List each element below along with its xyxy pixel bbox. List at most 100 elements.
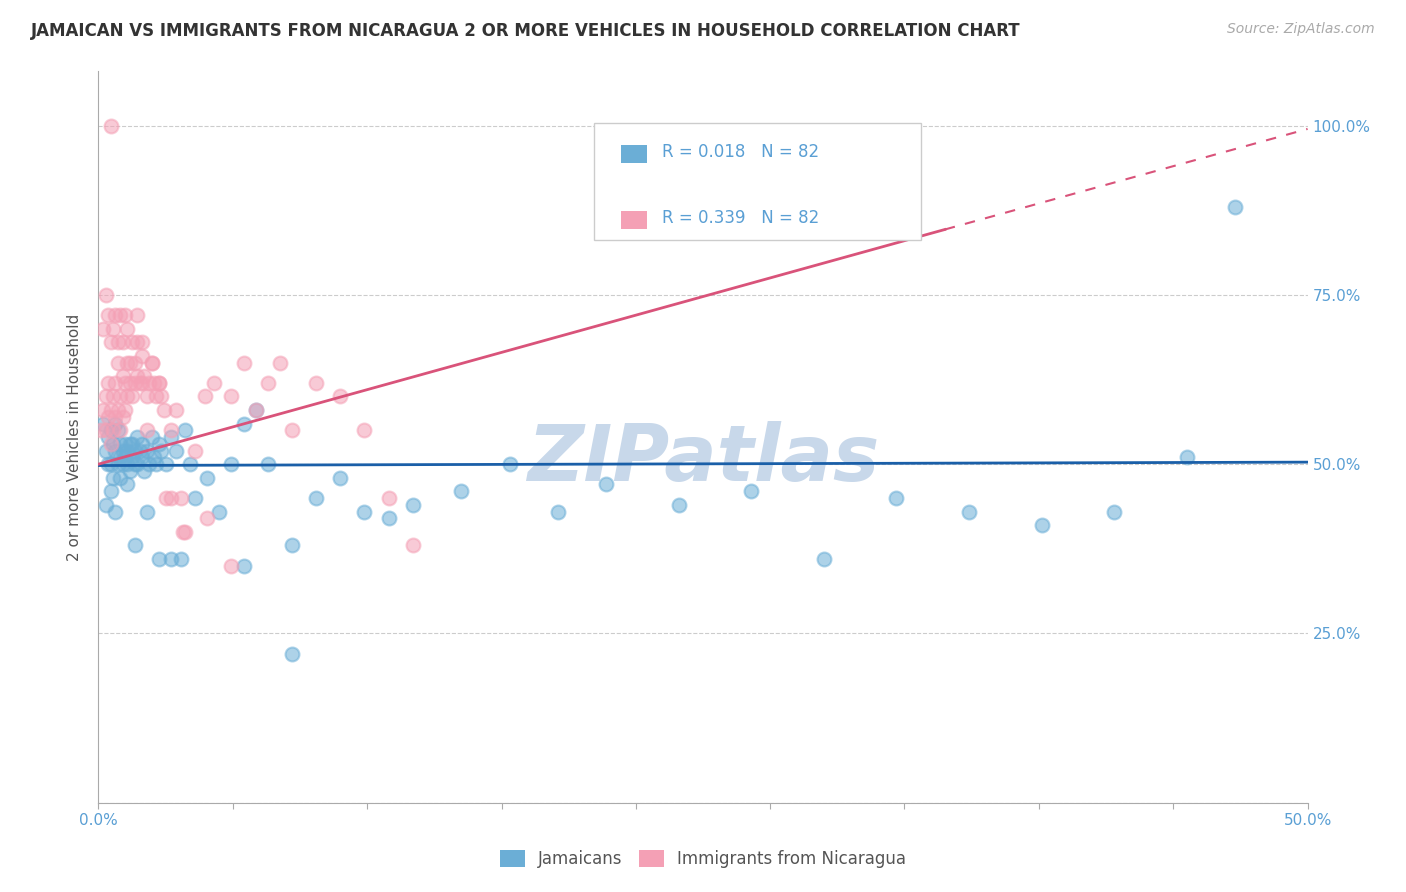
Point — [221, 558, 243, 573]
Point — [100, 423, 122, 437]
Point — [124, 376, 146, 390]
Point — [160, 552, 183, 566]
Point — [114, 450, 136, 465]
Point — [281, 538, 304, 552]
Point — [111, 409, 134, 424]
Point — [329, 389, 352, 403]
Point — [195, 471, 218, 485]
Point — [160, 423, 183, 437]
Point — [118, 355, 141, 369]
Point — [104, 376, 127, 390]
Point — [101, 423, 124, 437]
Point — [117, 322, 139, 336]
Point — [100, 119, 122, 133]
Point — [194, 389, 217, 403]
Point — [121, 437, 143, 451]
Point — [245, 403, 267, 417]
Point — [232, 355, 254, 369]
Point — [450, 484, 472, 499]
Point — [329, 471, 352, 485]
Point — [886, 491, 908, 505]
Point — [184, 491, 207, 505]
Point — [108, 450, 131, 465]
Point — [114, 437, 136, 451]
Y-axis label: 2 or more Vehicles in Household: 2 or more Vehicles in Household — [67, 313, 83, 561]
Point — [141, 355, 163, 369]
Point — [165, 443, 187, 458]
Point — [195, 511, 218, 525]
Point — [498, 457, 520, 471]
Point — [127, 308, 149, 322]
Point — [131, 450, 153, 465]
Text: ZIPatlas: ZIPatlas — [527, 421, 879, 497]
Point — [118, 464, 141, 478]
Point — [107, 335, 129, 350]
Point — [127, 430, 149, 444]
Point — [134, 464, 156, 478]
Point — [1031, 518, 1053, 533]
Point — [740, 484, 762, 499]
FancyBboxPatch shape — [595, 122, 921, 240]
Point — [91, 403, 114, 417]
Point — [305, 491, 328, 505]
Point — [150, 443, 173, 458]
Point — [547, 505, 569, 519]
Point — [117, 477, 139, 491]
Point — [174, 524, 197, 539]
Point — [114, 308, 136, 322]
Point — [172, 524, 194, 539]
Point — [97, 457, 120, 471]
Point — [148, 376, 170, 390]
Point — [94, 498, 117, 512]
Point — [143, 450, 166, 465]
Point — [131, 437, 153, 451]
Point — [232, 417, 254, 431]
Point — [281, 423, 304, 437]
Point — [94, 389, 117, 403]
Point — [97, 376, 120, 390]
Point — [107, 457, 129, 471]
Point — [108, 437, 131, 451]
Point — [107, 423, 129, 437]
Point — [281, 647, 304, 661]
Point — [101, 471, 124, 485]
Point — [377, 491, 399, 505]
Point — [124, 538, 146, 552]
Point — [135, 389, 157, 403]
Point — [165, 403, 187, 417]
Point — [305, 376, 328, 390]
Point — [97, 308, 120, 322]
Point — [91, 417, 114, 431]
Point — [124, 355, 146, 369]
Point — [184, 443, 207, 458]
Point — [957, 505, 980, 519]
Text: JAMAICAN VS IMMIGRANTS FROM NICARAGUA 2 OR MORE VEHICLES IN HOUSEHOLD CORRELATIO: JAMAICAN VS IMMIGRANTS FROM NICARAGUA 2 … — [31, 22, 1021, 40]
Point — [160, 430, 183, 444]
Point — [145, 457, 167, 471]
Point — [111, 443, 134, 458]
Point — [117, 457, 139, 471]
Point — [108, 423, 131, 437]
Point — [256, 376, 278, 390]
Point — [204, 376, 226, 390]
Point — [100, 335, 122, 350]
Point — [117, 355, 139, 369]
Point — [94, 288, 117, 302]
Point — [169, 552, 191, 566]
Point — [221, 457, 243, 471]
Point — [402, 538, 425, 552]
Point — [813, 552, 835, 566]
Point — [377, 511, 399, 525]
Text: R = 0.018   N = 82: R = 0.018 N = 82 — [662, 143, 820, 161]
Point — [104, 417, 127, 431]
Point — [169, 491, 191, 505]
Point — [107, 355, 129, 369]
Point — [145, 389, 167, 403]
Point — [131, 376, 153, 390]
Point — [100, 484, 122, 499]
Point — [90, 423, 112, 437]
Point — [1102, 505, 1125, 519]
Point — [114, 376, 136, 390]
Point — [402, 498, 425, 512]
Point — [148, 376, 170, 390]
